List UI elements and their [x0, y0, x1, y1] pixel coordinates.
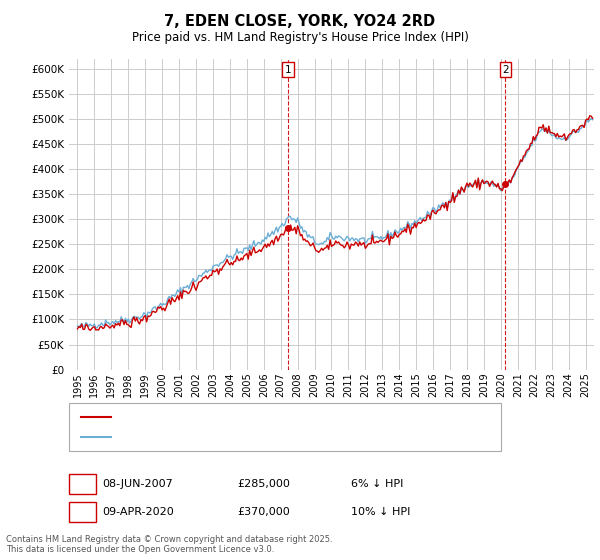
Text: 6% ↓ HPI: 6% ↓ HPI: [351, 479, 403, 489]
Text: £370,000: £370,000: [237, 507, 290, 517]
Text: 08-JUN-2007: 08-JUN-2007: [102, 479, 173, 489]
Text: 7, EDEN CLOSE, YORK, YO24 2RD (detached house): 7, EDEN CLOSE, YORK, YO24 2RD (detached …: [117, 412, 385, 422]
Text: HPI: Average price, detached house, York: HPI: Average price, detached house, York: [117, 432, 332, 442]
Text: 1: 1: [79, 479, 86, 489]
Text: Contains HM Land Registry data © Crown copyright and database right 2025.
This d: Contains HM Land Registry data © Crown c…: [6, 535, 332, 554]
Text: 10% ↓ HPI: 10% ↓ HPI: [351, 507, 410, 517]
Text: 2: 2: [502, 64, 509, 74]
Text: 1: 1: [285, 64, 292, 74]
Text: Price paid vs. HM Land Registry's House Price Index (HPI): Price paid vs. HM Land Registry's House …: [131, 31, 469, 44]
Text: £285,000: £285,000: [237, 479, 290, 489]
Text: 7, EDEN CLOSE, YORK, YO24 2RD: 7, EDEN CLOSE, YORK, YO24 2RD: [164, 14, 436, 29]
Text: 2: 2: [79, 507, 86, 517]
Text: 09-APR-2020: 09-APR-2020: [102, 507, 174, 517]
